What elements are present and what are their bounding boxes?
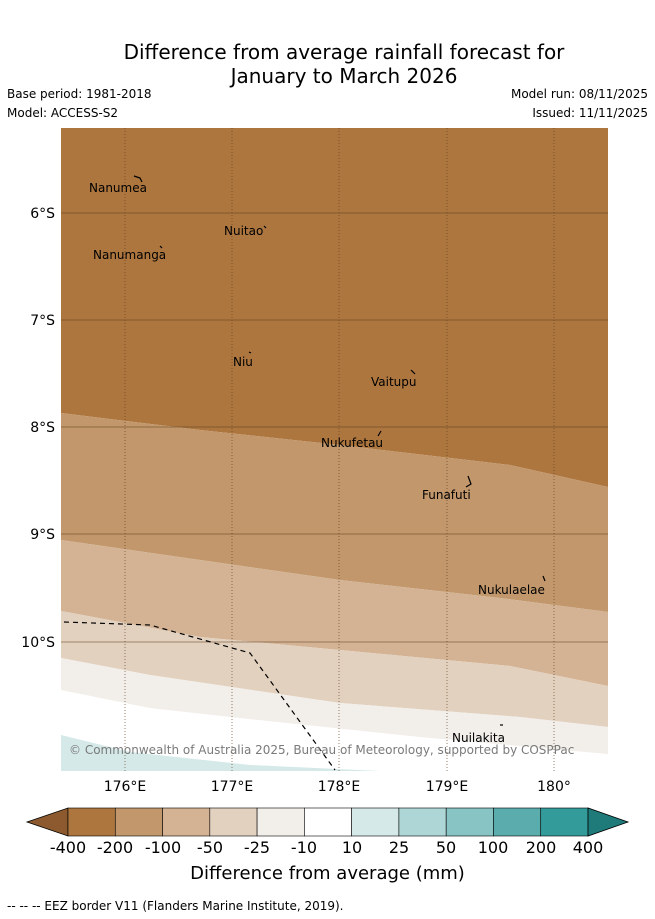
- graticule: [61, 212, 608, 643]
- lat-label: 9°S: [30, 527, 55, 543]
- map-title: Difference from average rainfall forecas…: [0, 40, 655, 88]
- island-nuitao: [263, 225, 267, 229]
- lon-label: 180°: [537, 779, 571, 795]
- eez-border: [63, 621, 336, 771]
- label-nanumea: Nanumea: [89, 181, 147, 195]
- island-niu: [248, 351, 252, 354]
- colorbar-cell: [445, 807, 494, 837]
- band-minus-200: [61, 128, 608, 487]
- title-line-1: Difference from average rainfall forecas…: [123, 40, 565, 64]
- colorbar-label: 200: [525, 838, 557, 857]
- lat-label: 10°S: [21, 635, 55, 651]
- colorbar-label: 25: [388, 838, 410, 857]
- colorbar-cell: [114, 807, 163, 837]
- band-plus-10: [61, 735, 380, 771]
- lat-label: 7°S: [30, 313, 55, 329]
- colorbar-label: -400: [49, 838, 87, 857]
- colorbar-cell: [351, 807, 400, 837]
- colorbar-label: 50: [435, 838, 457, 857]
- colorbar-extend-high: [587, 807, 630, 837]
- lon-label: 177°E: [211, 779, 254, 795]
- colorbar-cell: [304, 807, 352, 837]
- label-nukulaelae: Nukulaelae: [478, 583, 545, 597]
- island-funafuti: [465, 475, 472, 488]
- islands: [133, 175, 546, 726]
- lon-label: 176°E: [104, 779, 147, 795]
- band-minus-50: [61, 540, 608, 686]
- label-nuitao: Nuitao: [224, 224, 263, 238]
- band-minus-100: [61, 413, 608, 612]
- island-vaitupu: [410, 369, 416, 375]
- colorbar-label: -100: [144, 838, 182, 857]
- label-vaitupu: Vaitupu: [371, 375, 417, 389]
- label-nanumanga: Nanumanga: [93, 248, 166, 262]
- lon-label: 179°E: [426, 779, 469, 795]
- colorbar-cell: [256, 807, 305, 837]
- colorbar-label: -200: [96, 838, 134, 857]
- label-niu: Niu: [233, 355, 253, 369]
- colorbar-cells: [67, 807, 589, 837]
- lat-label: 8°S: [30, 420, 55, 436]
- colorbar-cell: [493, 807, 542, 837]
- graticule-lon: [124, 128, 555, 771]
- longitude-labels: 176°E 177°E 178°E 179°E 180°: [104, 779, 571, 795]
- label-nuilakita: Nuilakita: [452, 731, 505, 745]
- island-nukufetau: [377, 430, 382, 437]
- lat-label: 6°S: [30, 206, 55, 222]
- eez-footnote: -- -- -- EEZ border V11 (Flanders Marine…: [7, 899, 344, 913]
- model-name: Model: ACCESS-S2: [7, 106, 119, 120]
- label-funafuti: Funafuti: [422, 488, 471, 502]
- place-labels: Nanumea Nuitao Nanumanga Niu Vaitupu Nuk…: [89, 181, 545, 745]
- colorbar-cell: [67, 807, 116, 837]
- colorbar-label: 400: [572, 838, 604, 857]
- colorbar-extend-low: [25, 807, 69, 837]
- colorbar-label: -25: [243, 838, 271, 857]
- lon-label: 178°E: [318, 779, 361, 795]
- label-nukufetau: Nukufetau: [321, 436, 383, 450]
- colorbar-title: Difference from average (mm): [190, 863, 465, 884]
- colorbar: [25, 807, 630, 837]
- model-run: Model run: 08/11/2025: [510, 87, 648, 101]
- colorbar-label: -50: [196, 838, 224, 857]
- issued-date: Issued: 11/11/2025: [532, 106, 648, 120]
- colorbar-cell: [398, 807, 447, 837]
- colorbar-label: 10: [341, 838, 363, 857]
- copyright-notice: © Commonwealth of Australia 2025, Bureau…: [69, 743, 574, 757]
- island-nanumea: [133, 175, 143, 183]
- latitude-labels: 6°S 7°S 8°S 9°S 10°S: [21, 206, 55, 651]
- colorbar-label: -10: [290, 838, 318, 857]
- band-minus-10: [61, 658, 608, 754]
- colorbar-cell: [209, 807, 258, 837]
- colorbar-label: 100: [477, 838, 509, 857]
- island-nukulaelae: [542, 575, 546, 582]
- band-minus-25: [61, 611, 608, 727]
- title-line-2: January to March 2026: [230, 64, 458, 88]
- base-period: Base period: 1981-2018: [7, 87, 152, 101]
- island-nanumanga: [159, 245, 163, 249]
- rainfall-map: Nanumea Nuitao Nanumanga Niu Vaitupu Nuk…: [61, 128, 608, 771]
- colorbar-cell: [162, 807, 211, 837]
- colorbar-cell: [540, 807, 589, 837]
